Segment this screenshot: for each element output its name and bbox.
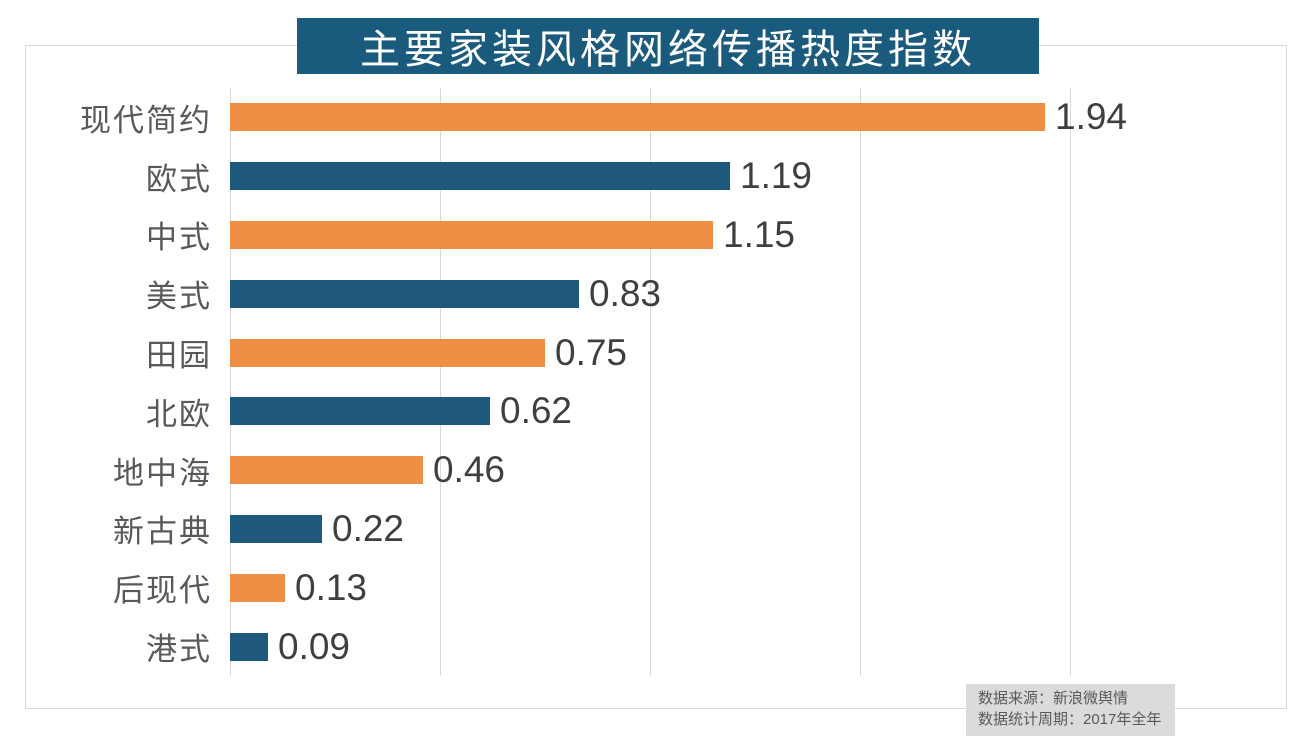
value-label: 1.19 — [740, 155, 813, 197]
category-label: 后现代 — [113, 573, 212, 609]
category-label: 美式 — [146, 279, 212, 315]
chart-title: 主要家装风格网络传播热度指数 — [360, 28, 976, 72]
period-note: 数据统计周期：2017年全年 — [978, 711, 1162, 728]
category-label: 欧式 — [146, 161, 212, 197]
bar-row: 北欧 0.62 — [0, 382, 1308, 441]
bar — [230, 397, 490, 426]
bar-row: 地中海 0.46 — [0, 441, 1308, 500]
bar-row: 欧式 1.19 — [0, 147, 1308, 206]
value-label: 0.09 — [278, 625, 351, 667]
value-label: 0.75 — [555, 331, 628, 373]
category-label: 地中海 — [113, 455, 212, 491]
category-label: 港式 — [146, 632, 212, 668]
bar — [230, 162, 730, 191]
gridline — [1070, 88, 1071, 676]
bar — [230, 338, 545, 367]
value-label: 1.94 — [1055, 96, 1128, 138]
value-label: 0.83 — [589, 272, 662, 314]
bar — [230, 103, 1045, 132]
bar — [230, 573, 285, 602]
category-label: 现代简约 — [80, 102, 212, 138]
bar — [230, 279, 579, 308]
bar — [230, 456, 423, 485]
bar — [230, 632, 268, 661]
category-label: 新古典 — [113, 514, 212, 550]
value-label: 0.46 — [433, 449, 506, 491]
source-note-box: 数据来源：新浪微舆情 数据统计周期：2017年全年 — [966, 684, 1176, 736]
gridline — [440, 88, 441, 676]
bar-row: 后现代 0.13 — [0, 558, 1308, 617]
plot-area: 现代简约 1.94 欧式 1.19 中式 1.15 美式 0.83 田园 — [0, 88, 1308, 676]
bar-row: 港式 0.09 — [0, 617, 1308, 676]
gridline — [650, 88, 651, 676]
value-label: 0.22 — [332, 507, 405, 549]
value-label: 0.13 — [295, 566, 368, 608]
bar-row: 美式 0.83 — [0, 264, 1308, 323]
bar-row: 中式 1.15 — [0, 206, 1308, 265]
bar — [230, 514, 322, 543]
value-label: 0.62 — [500, 390, 573, 432]
title-banner: 主要家装风格网络传播热度指数 — [297, 18, 1039, 74]
bar-row: 新古典 0.22 — [0, 500, 1308, 559]
source-note: 数据来源：新浪微舆情 — [978, 690, 1129, 707]
value-label: 1.15 — [723, 213, 796, 255]
bar-row: 现代简约 1.94 — [0, 88, 1308, 147]
bar-row: 田园 0.75 — [0, 323, 1308, 382]
bar — [230, 220, 713, 249]
bar-rows: 现代简约 1.94 欧式 1.19 中式 1.15 美式 0.83 田园 — [0, 88, 1308, 676]
gridline — [230, 88, 231, 676]
category-label: 田园 — [146, 338, 212, 374]
gridline — [860, 88, 861, 676]
category-label: 北欧 — [146, 396, 212, 432]
category-label: 中式 — [146, 220, 212, 256]
